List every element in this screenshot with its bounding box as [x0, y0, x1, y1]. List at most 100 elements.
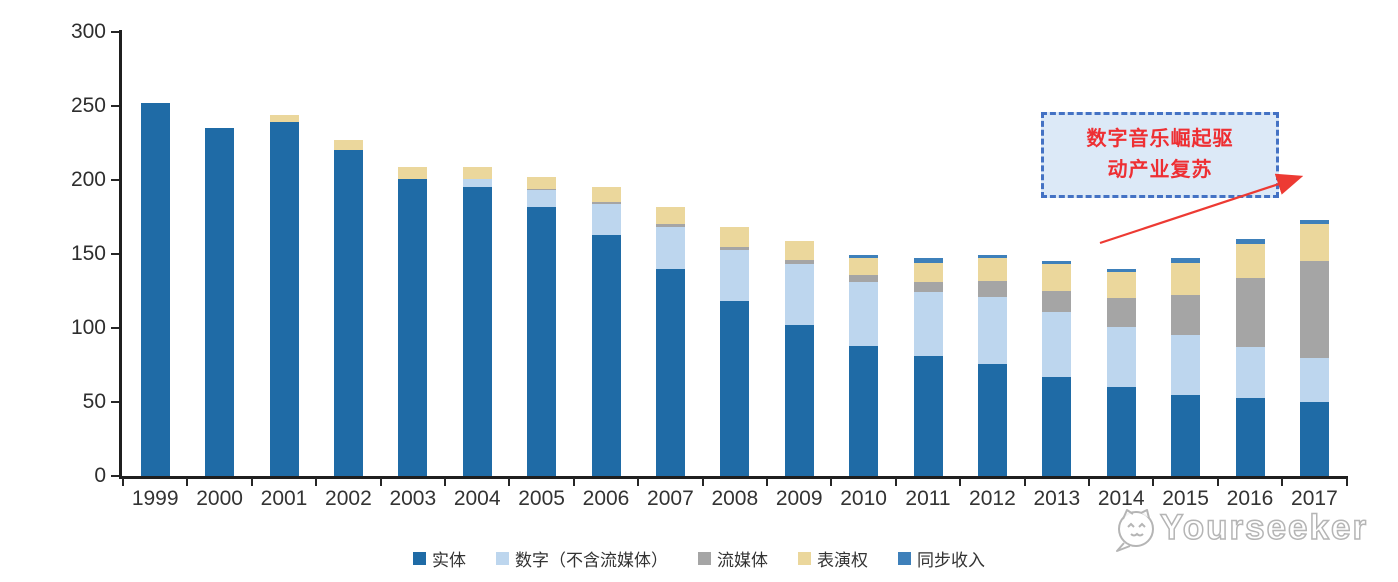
bar-segment	[977, 255, 1007, 259]
y-axis-tick	[111, 105, 119, 107]
bar-segment	[398, 166, 428, 179]
x-axis-tick	[830, 478, 833, 486]
legend-label: 数字（不含流媒体）	[515, 550, 668, 570]
bar-segment	[205, 128, 235, 476]
x-axis-tick	[637, 478, 640, 486]
x-axis-tick	[315, 478, 318, 486]
bar-segment	[1299, 224, 1329, 262]
x-axis-tick-label: 2010	[840, 487, 887, 510]
x-axis-tick-label: 2014	[1097, 487, 1145, 510]
bar-segment	[1106, 387, 1136, 476]
bar-segment	[849, 255, 879, 259]
y-axis-tick-label: 200	[70, 168, 106, 191]
legend: 实体 数字（不含流媒体） 流媒体 表演权 同步收入	[0, 546, 1398, 570]
x-axis-tick-label: 2012	[969, 487, 1016, 510]
bar-segment	[655, 206, 685, 225]
bar-segment	[527, 188, 557, 191]
bar-segment	[462, 178, 492, 188]
bar-segment	[655, 268, 685, 476]
y-axis-tick	[111, 253, 119, 255]
bar-segment	[849, 345, 879, 476]
x-axis-tick	[508, 478, 511, 486]
x-axis-tick-label: 2006	[582, 487, 630, 510]
bar-segment	[1171, 335, 1201, 395]
bar-segment	[462, 166, 492, 179]
bar-segment	[398, 178, 428, 476]
bar-segment	[333, 150, 363, 476]
bar-segment	[913, 356, 943, 476]
annotation-box: 数字音乐崛起驱 动产业复苏	[1041, 112, 1279, 198]
x-axis-tick	[766, 478, 768, 486]
bar-segment	[913, 282, 943, 293]
y-axis-tick	[111, 475, 119, 477]
y-axis-tick-label: 50	[82, 390, 106, 413]
x-axis-tick-label: 2011	[905, 487, 951, 510]
bar-segment	[591, 202, 621, 204]
bar-segment	[977, 280, 1007, 297]
bar-segment	[527, 206, 557, 476]
legend-item: 同步收入	[898, 546, 985, 571]
x-axis-tick	[186, 478, 189, 486]
bar-segment	[977, 296, 1007, 364]
bar-segment	[462, 187, 492, 476]
bar-segment	[269, 122, 299, 476]
x-axis-tick-label: 1999	[131, 487, 179, 510]
legend-label: 流媒体	[717, 550, 768, 570]
legend-item: 实体	[413, 546, 466, 571]
bar-segment	[527, 190, 557, 207]
y-axis-tick	[111, 31, 119, 33]
x-axis-tick	[1281, 478, 1284, 486]
bar-segment	[655, 224, 685, 228]
x-axis-tick-label: 2000	[196, 487, 243, 510]
x-axis-tick-label: 2003	[389, 487, 437, 510]
bar-segment	[913, 258, 943, 263]
bar-segment	[1235, 347, 1265, 398]
bar-segment	[1106, 298, 1136, 327]
bar-segment	[1235, 397, 1265, 476]
y-axis-tick-label: 150	[70, 242, 106, 265]
legend-label: 实体	[432, 550, 466, 570]
x-axis-tick	[1152, 478, 1155, 486]
x-axis-tick-label: 2017	[1291, 487, 1338, 510]
bar-segment	[977, 258, 1007, 281]
bar-segment	[1042, 261, 1072, 265]
bar-segment	[1106, 326, 1136, 388]
x-axis-tick-label: 2002	[325, 487, 372, 510]
y-axis-tick-label: 0	[94, 464, 106, 487]
x-axis-tick	[444, 478, 446, 486]
x-axis-tick	[572, 478, 575, 486]
x-axis-tick	[250, 478, 253, 486]
bar-segment	[1106, 268, 1136, 272]
legend-swatch	[698, 551, 711, 565]
bar-segment	[720, 246, 750, 250]
y-axis-tick	[111, 179, 119, 181]
bar-segment	[591, 234, 621, 476]
y-axis-tick-label: 300	[70, 20, 106, 43]
x-axis-tick	[122, 478, 124, 486]
legend-label: 表演权	[817, 550, 868, 570]
bar-segment	[1106, 271, 1136, 299]
bar-segment	[1171, 258, 1201, 263]
bar-segment	[1299, 357, 1329, 402]
legend-item: 数字（不含流媒体）	[496, 546, 668, 571]
bar-segment	[269, 114, 299, 123]
x-axis-tick-label: 2008	[711, 487, 759, 510]
y-axis-tick-label: 250	[70, 94, 106, 117]
bar-segment	[527, 177, 557, 189]
x-axis-tick	[1345, 478, 1348, 486]
y-axis-tick	[111, 401, 119, 403]
x-axis-tick-label: 2001	[260, 487, 308, 510]
legend-swatch	[798, 551, 811, 565]
x-axis-tick	[1216, 478, 1219, 486]
bar-segment	[1299, 219, 1329, 225]
bar-segment	[1171, 394, 1201, 476]
y-axis-tick-label: 100	[70, 316, 106, 339]
bar-segment	[1235, 239, 1265, 244]
legend-swatch	[898, 551, 911, 565]
bar-segment	[1042, 291, 1072, 312]
bar-segment	[784, 264, 814, 326]
bar-segment	[1042, 311, 1072, 377]
bar-segment	[913, 292, 943, 357]
x-axis-tick-label: 2013	[1033, 487, 1081, 510]
